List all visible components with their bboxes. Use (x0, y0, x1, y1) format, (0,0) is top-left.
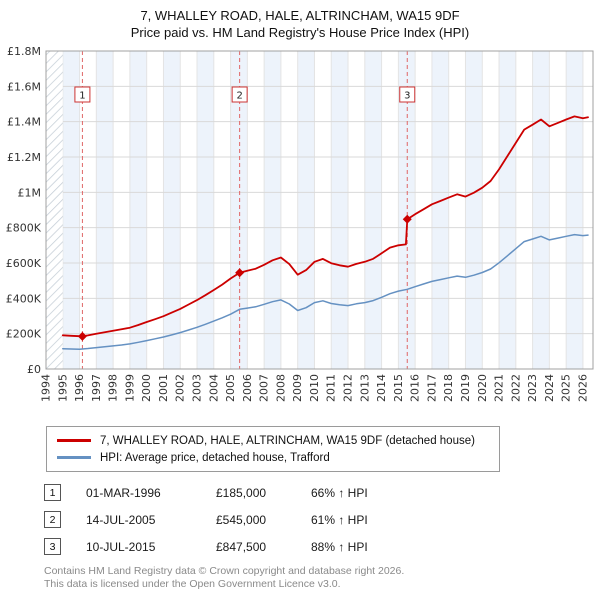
footer-line-2: This data is licensed under the Open Gov… (44, 578, 341, 590)
svg-text:2015: 2015 (392, 374, 405, 402)
sale-row-3: 3 10-JUL-2015 £847,500 88% ↑ HPI (44, 538, 600, 555)
sale-hpi-delta: 66% ↑ HPI (311, 485, 368, 500)
svg-text:2023: 2023 (526, 374, 539, 402)
legend-item-hpi: HPI: Average price, detached house, Traf… (57, 449, 489, 466)
svg-text:2005: 2005 (224, 374, 237, 402)
svg-text:2024: 2024 (543, 374, 556, 402)
chart-legend: 7, WHALLEY ROAD, HALE, ALTRINCHAM, WA15 … (46, 426, 500, 472)
svg-text:2006: 2006 (241, 374, 254, 402)
sale-number-badge: 3 (44, 538, 61, 555)
svg-text:2017: 2017 (425, 374, 438, 402)
svg-text:2008: 2008 (274, 374, 287, 402)
svg-text:2021: 2021 (493, 374, 506, 402)
svg-text:£600K: £600K (6, 257, 42, 270)
svg-text:£1M: £1M (18, 186, 42, 199)
license-footer: Contains HM Land Registry data © Crown c… (44, 565, 600, 591)
svg-text:£1.8M: £1.8M (7, 45, 41, 58)
svg-text:2004: 2004 (207, 374, 220, 402)
sales-table: 1 01-MAR-1996 £185,000 66% ↑ HPI 2 14-JU… (44, 484, 600, 555)
svg-text:2018: 2018 (442, 374, 455, 402)
svg-text:2: 2 (236, 91, 242, 102)
legend-label-hpi: HPI: Average price, detached house, Traf… (100, 451, 330, 464)
svg-text:1997: 1997 (90, 374, 103, 402)
svg-text:2011: 2011 (325, 374, 338, 402)
sale-price: £545,000 (216, 512, 267, 527)
svg-text:2019: 2019 (459, 374, 472, 402)
sale-row-1: 1 01-MAR-1996 £185,000 66% ↑ HPI (44, 484, 600, 501)
sale-price: £185,000 (216, 485, 267, 500)
page-subtitle: Price paid vs. HM Land Registry's House … (130, 25, 470, 40)
svg-text:1: 1 (79, 91, 85, 102)
svg-text:£400K: £400K (6, 292, 42, 305)
hpi-line-swatch (57, 456, 91, 459)
svg-text:1996: 1996 (73, 374, 86, 402)
svg-text:£1.4M: £1.4M (7, 116, 41, 129)
svg-text:2012: 2012 (342, 374, 355, 402)
sale-hpi-delta: 88% ↑ HPI (311, 539, 368, 554)
svg-text:2020: 2020 (476, 374, 489, 402)
svg-text:£0: £0 (27, 363, 41, 376)
sale-row-2: 2 14-JUL-2005 £545,000 61% ↑ HPI (44, 511, 600, 528)
svg-text:1998: 1998 (107, 374, 120, 402)
sale-hpi-delta: 61% ↑ HPI (311, 512, 368, 527)
svg-text:£1.6M: £1.6M (7, 80, 41, 93)
svg-text:£200K: £200K (6, 328, 42, 341)
svg-text:1999: 1999 (123, 374, 136, 402)
sale-number-badge: 2 (44, 511, 61, 528)
svg-text:£800K: £800K (6, 222, 42, 235)
sale-date: 14-JUL-2005 (86, 512, 156, 527)
sale-price: £847,500 (216, 539, 267, 554)
svg-text:2013: 2013 (358, 374, 371, 402)
svg-text:£1.2M: £1.2M (7, 151, 41, 164)
svg-text:2014: 2014 (375, 374, 388, 402)
svg-text:2001: 2001 (157, 374, 170, 402)
svg-text:2000: 2000 (140, 374, 153, 402)
svg-text:2010: 2010 (308, 374, 321, 402)
sale-date: 01-MAR-1996 (86, 485, 161, 500)
svg-text:2025: 2025 (560, 374, 573, 402)
svg-text:2007: 2007 (258, 374, 271, 402)
property-line-swatch (57, 439, 91, 442)
footer-line-1: Contains HM Land Registry data © Crown c… (44, 565, 405, 577)
svg-text:2009: 2009 (291, 374, 304, 402)
legend-item-property: 7, WHALLEY ROAD, HALE, ALTRINCHAM, WA15 … (57, 432, 489, 449)
svg-text:3: 3 (404, 91, 410, 102)
svg-text:1994: 1994 (40, 374, 53, 402)
sale-date: 10-JUL-2015 (86, 539, 156, 554)
svg-text:1995: 1995 (56, 374, 69, 402)
svg-text:2022: 2022 (509, 374, 522, 402)
svg-text:2003: 2003 (191, 374, 204, 402)
page-title: 7, WHALLEY ROAD, HALE, ALTRINCHAM, WA15 … (140, 8, 460, 23)
price-history-chart: 1 2 3 £0 £200K £400K £600K £800K £1M £1.2M £1.4M £1… (6, 45, 594, 402)
svg-text:2002: 2002 (174, 374, 187, 402)
sale-number-badge: 1 (44, 484, 61, 501)
legend-label-property: 7, WHALLEY ROAD, HALE, ALTRINCHAM, WA15 … (100, 434, 475, 447)
svg-text:2016: 2016 (409, 374, 422, 402)
svg-text:2026: 2026 (576, 374, 589, 402)
